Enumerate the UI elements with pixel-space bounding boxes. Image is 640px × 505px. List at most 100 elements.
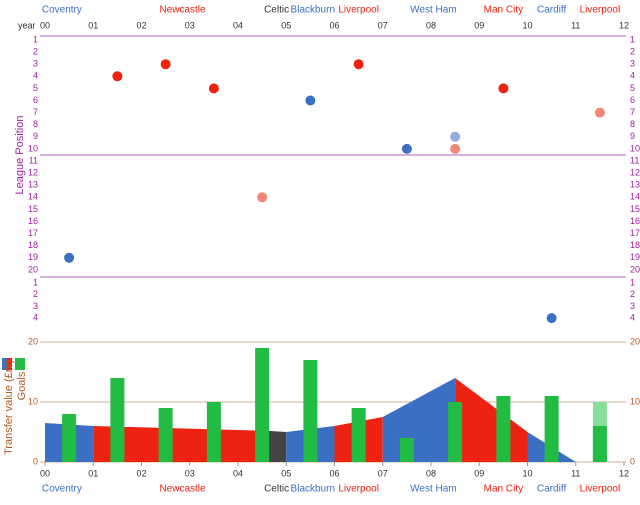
y-tick-label: 9 <box>33 131 38 141</box>
x-tick-label: 03 <box>185 20 195 30</box>
position-dot <box>353 59 364 70</box>
y-tick-label: 18 <box>28 240 38 250</box>
y-tick-label: 19 <box>28 252 38 262</box>
y-tick-label: 7 <box>630 107 635 117</box>
x-tick-label: 12 <box>619 468 629 478</box>
position-dot <box>257 192 268 203</box>
y-tick-label: 7 <box>33 107 38 117</box>
x-tick-label: 02 <box>136 20 146 30</box>
y-tick-label: 19 <box>630 252 640 262</box>
goals-bar <box>399 438 414 462</box>
club-label: West Ham <box>410 5 457 16</box>
goals-bar <box>496 396 511 462</box>
transfer-area <box>455 378 528 462</box>
x-tick-label: 11 <box>571 20 580 30</box>
y-axis-label: Transfer value (£m) <box>3 359 15 455</box>
club-label: Man City <box>484 484 523 495</box>
y-tick-label: 13 <box>28 180 38 190</box>
x-tick-label: 06 <box>329 20 339 30</box>
x-tick-label: 09 <box>474 468 484 478</box>
x-tick-label: 07 <box>378 20 388 30</box>
y-tick-label: 2 <box>630 46 635 56</box>
y-tick-label: 10 <box>28 396 38 406</box>
y-tick-label: 20 <box>28 264 38 274</box>
club-label: Celtic <box>264 5 289 16</box>
y-tick-label: 11 <box>29 155 38 165</box>
y-tick-label: 6 <box>33 95 38 105</box>
legend-swatch-goals <box>15 358 25 370</box>
y-tick-label: 14 <box>630 192 640 202</box>
y-tick-label: 17 <box>630 228 640 238</box>
y-tick-label: 10 <box>630 143 640 153</box>
position-dot <box>112 71 123 82</box>
y-tick-label: 20 <box>630 336 640 346</box>
y-tick-label: 2 <box>33 46 38 56</box>
goals-bar <box>255 348 270 462</box>
y-tick-label: 6 <box>630 95 635 105</box>
club-label: Celtic <box>264 484 289 495</box>
club-label: Coventry <box>42 484 82 495</box>
y2-axis-label: Goals <box>16 371 28 400</box>
x-tick-label: 10 <box>522 468 532 478</box>
y-tick-label: 9 <box>630 131 635 141</box>
x-tick-label: 06 <box>329 468 339 478</box>
y-tick-label: 4 <box>630 312 635 322</box>
y-tick-label: 3 <box>33 301 38 311</box>
x-tick-label: 04 <box>233 20 243 30</box>
x-tick-label: 02 <box>136 468 146 478</box>
position-dot <box>594 107 605 118</box>
y-tick-label: 11 <box>630 155 639 165</box>
club-label: Liverpool <box>338 5 379 16</box>
y-tick-label: 1 <box>630 277 635 287</box>
y-tick-label: 20 <box>28 336 38 346</box>
x-tick-label: 05 <box>281 20 291 30</box>
y-tick-label: 13 <box>630 180 640 190</box>
x-tick-label: 12 <box>619 20 629 30</box>
club-label: West Ham <box>410 484 457 495</box>
y-tick-label: 1 <box>33 34 38 44</box>
y-tick-label: 2 <box>630 289 635 299</box>
position-dot <box>450 131 461 142</box>
y-tick-label: 15 <box>28 204 38 214</box>
y-tick-label: 8 <box>630 119 635 129</box>
club-label: Blackburn <box>291 5 335 16</box>
club-label: Cardiff <box>537 5 566 16</box>
y-tick-label: 4 <box>33 71 38 81</box>
goals-bar <box>206 402 221 462</box>
y-tick-label: 12 <box>630 167 640 177</box>
x-tick-label: 10 <box>522 20 532 30</box>
transfer-area <box>93 426 267 462</box>
club-label: Cardiff <box>537 484 566 495</box>
y-tick-label: 10 <box>630 396 640 406</box>
y-tick-label: 3 <box>630 59 635 69</box>
y-tick-label: 3 <box>630 301 635 311</box>
position-dot <box>208 83 219 94</box>
transfer-area <box>382 378 456 462</box>
y-tick-label: 5 <box>630 83 635 93</box>
position-dot <box>160 59 171 70</box>
club-label: Liverpool <box>580 484 621 495</box>
y-tick-label: 14 <box>28 192 38 202</box>
y-tick-label: 1 <box>630 34 635 44</box>
y-tick-label: 1 <box>33 277 38 287</box>
goals-bar <box>62 414 77 462</box>
goals-bar <box>303 360 318 462</box>
y-tick-label: 15 <box>630 204 640 214</box>
goals-bar <box>544 396 559 462</box>
goals-bar <box>110 378 125 462</box>
position-dot <box>450 143 461 154</box>
position-dot <box>498 83 509 94</box>
x-axis-label: year <box>18 20 36 30</box>
x-tick-label: 11 <box>571 468 580 478</box>
goals-bar <box>448 402 463 462</box>
x-tick-label: 09 <box>474 20 484 30</box>
x-tick-label: 08 <box>426 20 436 30</box>
x-tick-label: 05 <box>281 468 291 478</box>
x-tick-label: 03 <box>185 468 195 478</box>
x-tick-label: 00 <box>40 20 50 30</box>
x-tick-label: 04 <box>233 468 243 478</box>
y-tick-label: 4 <box>630 71 635 81</box>
y-tick-label: 0 <box>630 456 635 466</box>
goals-bar <box>351 408 366 462</box>
